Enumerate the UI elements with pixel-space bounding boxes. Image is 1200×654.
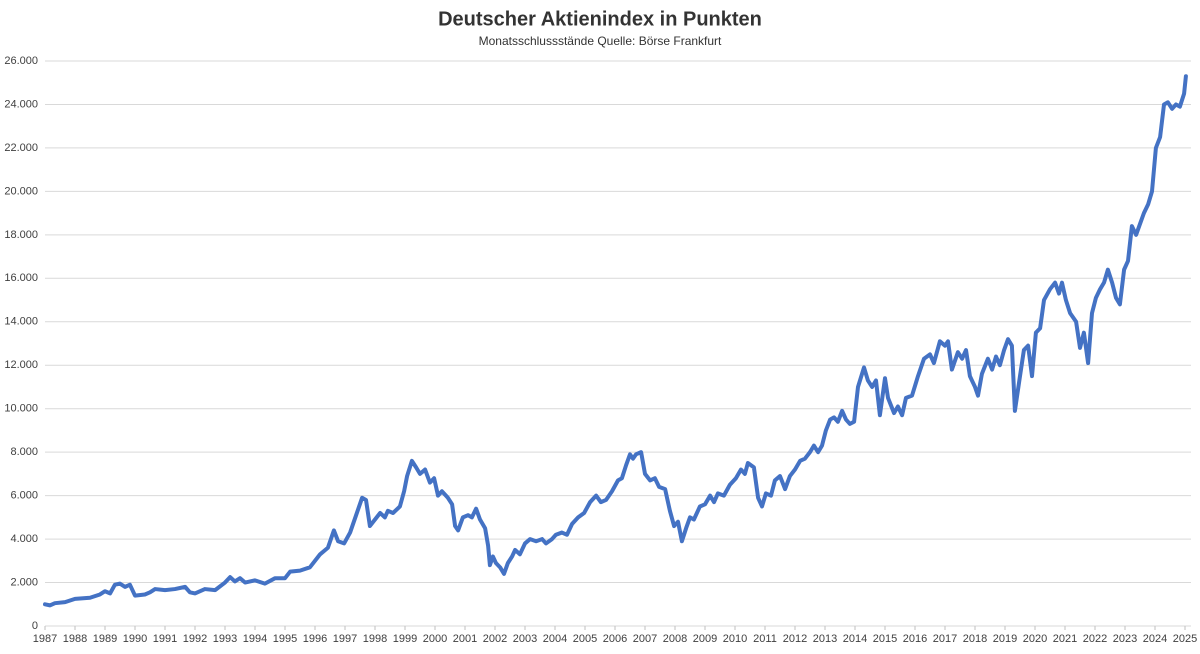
x-tick-label: 2012 <box>783 633 807 645</box>
y-tick-label: 20.000 <box>4 185 38 197</box>
y-tick-label: 26.000 <box>4 55 38 67</box>
x-tick-label: 2023 <box>1113 633 1137 645</box>
y-tick-label: 4.000 <box>10 533 38 545</box>
x-tick-label: 1998 <box>363 633 387 645</box>
x-tick-label: 2000 <box>423 633 447 645</box>
y-tick-label: 14.000 <box>4 316 38 328</box>
x-tick-label: 2005 <box>573 633 597 645</box>
y-tick-label: 16.000 <box>4 272 38 284</box>
chart-title: Deutscher Aktienindex in Punkten <box>438 8 762 30</box>
x-tick-label: 2025 <box>1173 633 1197 645</box>
x-tick-label: 2009 <box>693 633 717 645</box>
x-tick-label: 2017 <box>933 633 957 645</box>
x-tick-label: 1996 <box>303 633 327 645</box>
x-tick-label: 2019 <box>993 633 1017 645</box>
y-tick-label: 6.000 <box>10 490 38 502</box>
x-tick-label: 1999 <box>393 633 417 645</box>
x-tick-label: 2022 <box>1083 633 1107 645</box>
x-tick-label: 2020 <box>1023 633 1047 645</box>
y-tick-label: 24.000 <box>4 98 38 110</box>
y-tick-label: 10.000 <box>4 403 38 415</box>
x-tick-label: 2008 <box>663 633 687 645</box>
x-tick-label: 1990 <box>123 633 147 645</box>
line <box>43 74 1188 608</box>
x-tick-label: 2021 <box>1053 633 1077 645</box>
x-tick-label: 2010 <box>723 633 747 645</box>
x-tick-label: 2024 <box>1143 633 1167 645</box>
x-tick-label: 2014 <box>843 633 867 645</box>
x-tick-label: 1994 <box>243 633 267 645</box>
y-tick-label: 12.000 <box>4 359 38 371</box>
x-tick-label: 1992 <box>183 633 207 645</box>
x-tick-label: 2007 <box>633 633 657 645</box>
x-tick-label: 2001 <box>453 633 477 645</box>
x-tick-label: 2018 <box>963 633 987 645</box>
x-tick-label: 2015 <box>873 633 897 645</box>
x-tick-label: 2004 <box>543 633 567 645</box>
x-tick-label: 2011 <box>753 633 777 645</box>
x-tick-label: 1991 <box>153 633 177 645</box>
x-tick-label: 1989 <box>93 633 117 645</box>
x-tick-label: 2016 <box>903 633 927 645</box>
x-tick-label: 2002 <box>483 633 507 645</box>
y-tick-label: 18.000 <box>4 229 38 241</box>
y-tick-label: 22.000 <box>4 142 38 154</box>
x-tick-label: 1987 <box>33 633 57 645</box>
y-tick-label: 8.000 <box>10 446 38 458</box>
x-tick-label: 1997 <box>333 633 357 645</box>
x-tick-label: 1993 <box>213 633 237 645</box>
x-tick-label: 1988 <box>63 633 87 645</box>
chart-subtitle: Monatsschlussstände Quelle: Börse Frankf… <box>479 34 722 48</box>
x-tick-label: 2013 <box>813 633 837 645</box>
y-tick-label: 2.000 <box>10 576 38 588</box>
x-tick-label: 1995 <box>273 633 297 645</box>
x-tick-label: 2003 <box>513 633 537 645</box>
y-tick-label: 0 <box>32 620 38 632</box>
x-tick-label: 2006 <box>603 633 627 645</box>
